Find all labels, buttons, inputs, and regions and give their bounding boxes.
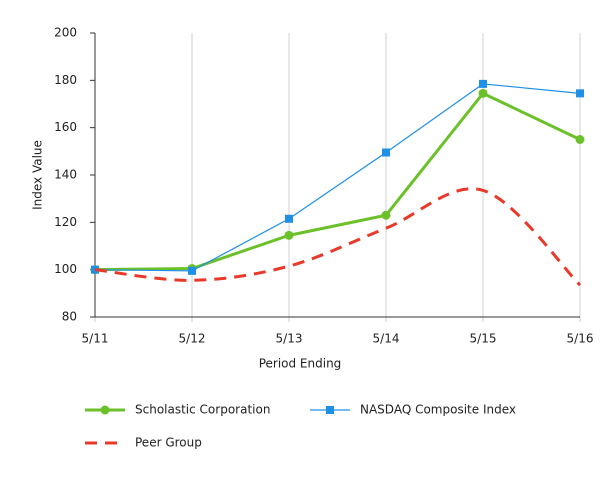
legend-marker xyxy=(326,406,334,414)
data-point xyxy=(382,148,390,157)
data-point xyxy=(284,230,294,240)
x-tick-label: 5/14 xyxy=(373,332,400,346)
y-tick-label: 160 xyxy=(54,120,77,134)
x-tick-label: 5/15 xyxy=(470,332,497,346)
series-line xyxy=(94,91,581,272)
y-tick-label: 100 xyxy=(54,262,77,276)
series-line xyxy=(94,83,581,272)
y-tick-label: 180 xyxy=(54,73,77,87)
data-point xyxy=(188,266,196,275)
x-tick-label: 5/16 xyxy=(567,332,594,346)
series-line xyxy=(94,187,582,287)
x-tick-label: 5/11 xyxy=(82,332,109,346)
y-tick-label: 140 xyxy=(54,168,77,182)
x-axis-label: Period Ending xyxy=(259,357,342,371)
legend-label: Scholastic Corporation xyxy=(135,403,270,417)
y-axis-label: Index Value xyxy=(31,140,45,210)
legend-label: NASDAQ Composite Index xyxy=(360,403,516,417)
legend-label: Peer Group xyxy=(135,436,202,450)
legend-marker xyxy=(100,405,110,415)
data-point xyxy=(576,89,584,98)
data-point xyxy=(479,79,487,88)
data-point xyxy=(575,135,585,144)
y-tick-label: 200 xyxy=(54,26,77,40)
y-tick-label: 120 xyxy=(54,215,77,229)
x-tick-label: 5/12 xyxy=(179,332,206,346)
y-tick-label: 80 xyxy=(62,310,77,324)
data-point xyxy=(285,214,293,223)
data-point xyxy=(478,88,488,98)
x-tick-label: 5/13 xyxy=(276,332,303,346)
data-point xyxy=(381,210,391,220)
